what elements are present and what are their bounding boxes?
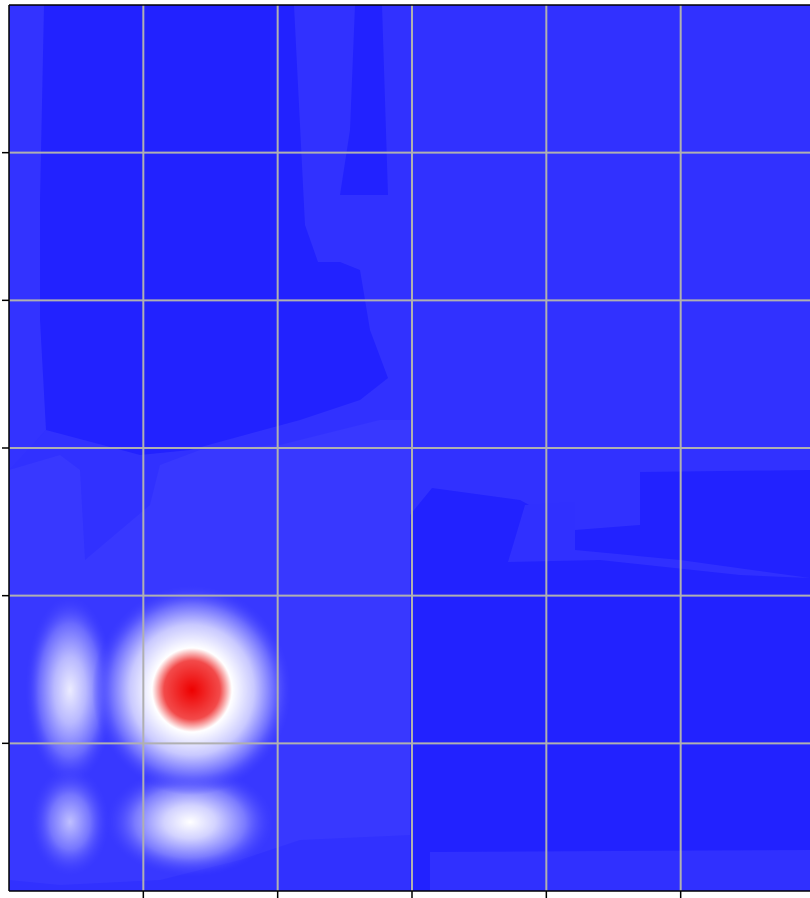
contour-region-left-column [9,5,46,470]
peak-bottom [105,767,275,877]
plot-area [9,5,810,891]
gridlines [9,5,810,891]
contour-region-right-band [430,502,810,891]
peak-main [92,585,292,795]
axis-ticks [2,151,682,898]
peak-left-lower [30,767,110,877]
peak-left-upper [25,595,115,785]
